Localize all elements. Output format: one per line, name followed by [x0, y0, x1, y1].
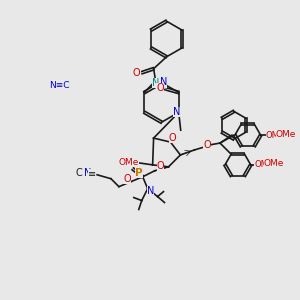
Text: N: N: [173, 107, 180, 117]
Text: OMe: OMe: [118, 158, 139, 167]
Text: OMe: OMe: [275, 130, 296, 139]
Text: NH: NH: [152, 78, 167, 88]
Text: N: N: [147, 186, 154, 196]
Text: O: O: [157, 161, 164, 171]
Text: O: O: [156, 82, 164, 93]
Text: O: O: [203, 140, 211, 150]
Text: N≡C: N≡C: [50, 81, 70, 90]
Text: O: O: [169, 133, 176, 143]
Text: N: N: [83, 168, 91, 178]
Text: P: P: [135, 168, 142, 178]
Text: O: O: [123, 174, 131, 184]
Text: OMe: OMe: [264, 159, 284, 168]
Text: OMe: OMe: [266, 130, 285, 140]
Text: OMe: OMe: [254, 160, 273, 169]
Text: O: O: [133, 68, 141, 78]
Text: ≡: ≡: [88, 169, 96, 179]
Text: C: C: [76, 168, 83, 178]
Text: N: N: [160, 76, 167, 87]
